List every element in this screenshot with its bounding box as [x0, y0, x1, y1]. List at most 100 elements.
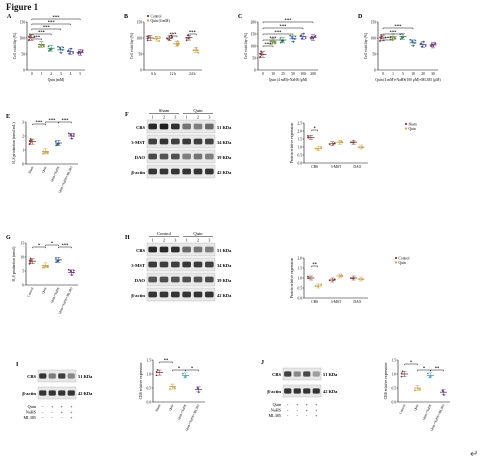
data-point: [195, 46, 198, 49]
data-point: [170, 37, 172, 40]
sig-label: ***: [390, 29, 398, 34]
data-point: [271, 41, 274, 44]
blot-band: [284, 371, 292, 377]
data-point: [260, 50, 262, 53]
y-tick-label: 10: [20, 255, 24, 259]
y-tick-label: 0.5: [298, 153, 303, 157]
blot-band: [193, 261, 203, 268]
x-tick-label: Quin+NaHS+ML385: [184, 403, 200, 431]
blot-lane-number: 3: [208, 115, 210, 120]
y-tick-label: 150: [251, 32, 257, 36]
data-point: [146, 39, 149, 42]
data-point: [176, 40, 179, 43]
panel-label: C: [238, 14, 242, 20]
treatment-mark: -: [52, 415, 54, 420]
y-tick-label: 1.5: [298, 137, 303, 141]
blot-membrane: [282, 384, 322, 398]
treatment-mark: +: [51, 404, 54, 409]
x-tick-label: 4: [70, 72, 72, 76]
y-tick-label: 200: [251, 20, 257, 24]
y-tick-label: 15: [20, 241, 24, 245]
panel-label: F: [125, 112, 129, 118]
blot-band: [148, 168, 157, 175]
data-point: [54, 257, 57, 259]
data-point: [300, 37, 303, 40]
data-point: [409, 38, 412, 41]
data-point: [270, 40, 272, 43]
data-point: [29, 33, 31, 36]
y-tick-label: 50: [21, 52, 25, 56]
blot-kda-label: 51 KDa: [323, 372, 338, 377]
y-tick-label: 150: [20, 20, 26, 24]
data-point: [168, 38, 171, 41]
x-tick-label: 3: [60, 72, 62, 76]
x-tick-label: Quin+NaHS+ML385: [57, 286, 73, 314]
x-tick-label: 5: [402, 72, 404, 76]
data-point: [69, 133, 72, 136]
data-point: [339, 275, 342, 278]
blot-band: [193, 168, 203, 175]
blot-band: [312, 388, 320, 394]
data-point: [147, 36, 150, 39]
x-tick-label: Quin: [41, 165, 48, 173]
blot-kda-label: 42 KDa: [323, 389, 338, 394]
data-point: [38, 43, 41, 46]
blot-band: [159, 276, 169, 283]
blot-kda-label: 34 KDa: [217, 140, 232, 145]
treatment-label: Quin: [28, 404, 37, 409]
treatment-mark: +: [70, 404, 73, 409]
blot-band: [182, 261, 191, 268]
blot-band: [171, 123, 180, 130]
data-point: [419, 388, 421, 391]
legend-label: Sham: [409, 122, 417, 126]
treatment-label: ML385: [23, 415, 36, 420]
blot-band: [58, 390, 66, 396]
data-point: [302, 32, 305, 35]
blot-band: [193, 246, 203, 253]
treatment-mark: -: [52, 410, 54, 415]
blot-row-label: β-actin: [131, 170, 145, 175]
blot-group-label: Sham: [159, 108, 170, 113]
data-point: [70, 274, 73, 277]
data-point: [314, 285, 317, 287]
blot-group-label: Quin: [193, 108, 203, 113]
data-point: [28, 262, 31, 265]
blot-band: [205, 261, 214, 268]
blot-band: [58, 373, 66, 379]
x-tick-label: 25: [281, 72, 285, 76]
blot-lane-number: 1: [186, 238, 188, 243]
blot-row-label: β-actin: [22, 391, 36, 396]
legend-marker: [394, 256, 398, 260]
data-point: [316, 147, 319, 150]
data-point: [42, 45, 45, 47]
x-tick-label: 5: [79, 72, 81, 76]
blot-band: [48, 390, 56, 396]
sig-label: **: [164, 357, 169, 362]
sig-label: ***: [62, 242, 70, 247]
data-point: [430, 43, 433, 45]
blot-band: [159, 153, 169, 160]
blot-band: [193, 123, 203, 130]
data-point: [379, 39, 382, 42]
y-tick-label: 1.0: [147, 372, 152, 376]
panel-c: 0 50 100 150 200 Cell viability (%) 0 10 25 50 100…: [238, 14, 318, 82]
x-tick-label: CBS: [311, 165, 318, 169]
blot-band: [171, 246, 180, 253]
treatment-mark: +: [296, 402, 299, 407]
y-tick-label: 2.0: [298, 256, 303, 260]
y-tick-label: 1.0: [298, 145, 303, 149]
sig-label: ***: [48, 19, 56, 24]
y-tick-label: 1.5: [147, 358, 152, 362]
y-axis-label: Cell viability (%): [244, 32, 248, 59]
y-tick-label: 0.5: [298, 286, 303, 290]
data-point: [28, 35, 30, 38]
blot-band: [39, 373, 47, 379]
data-point: [29, 260, 32, 263]
blot-lane-number: 2: [197, 115, 199, 120]
treatment-mark: -: [42, 404, 44, 409]
x-tick-label: 0: [382, 72, 384, 76]
panel-label: E: [6, 114, 10, 120]
legend-marker: [146, 14, 150, 18]
data-point: [156, 37, 159, 40]
